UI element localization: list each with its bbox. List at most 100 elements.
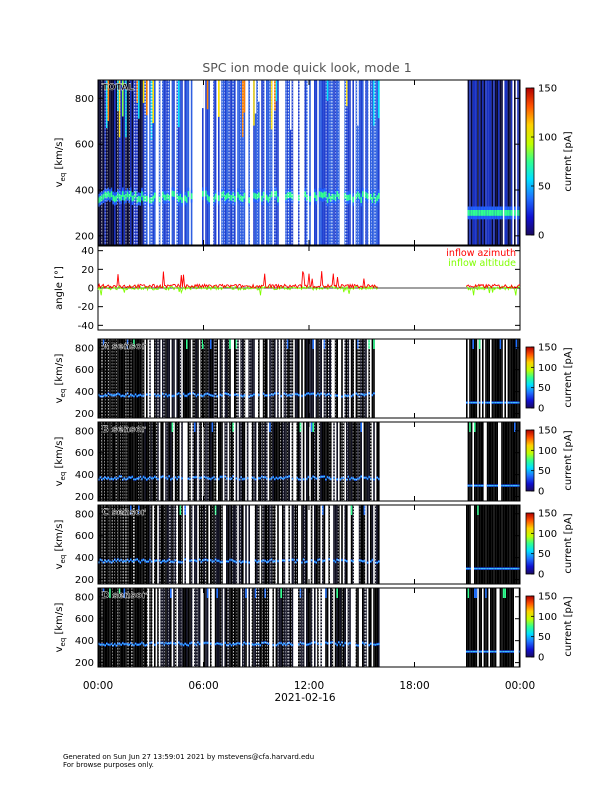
heatmap-column [507,588,510,667]
heatmap-beam-core [486,568,489,570]
heatmap-column [482,505,484,584]
heatmap-beam-core [491,651,494,653]
heatmap-beam-core [328,393,330,395]
heatmap-streak [322,505,324,515]
heatmap-beam-core [187,644,190,647]
heatmap-beam-core [163,560,166,562]
heatmap-beam-core [114,477,116,479]
colorbar-tick-label: 100 [538,363,557,374]
heatmap-streak [118,588,121,598]
heatmap-beam-core [467,651,470,653]
heatmap-beam-core [467,568,470,570]
heatmap-column [373,422,375,501]
heatmap-column [194,339,196,418]
heatmap-beam-core [507,485,510,487]
heatmap-beam-core [370,193,372,200]
heatmap-beam-core [298,478,300,480]
heatmap-beam-core [131,394,134,397]
heatmap-column [515,422,518,501]
heatmap-column [475,505,478,584]
heatmap-beam-core [186,644,188,646]
heatmap-column [251,588,254,667]
heatmap-column [128,422,130,501]
heatmap-beam-core [288,475,290,477]
heatmap-beam-core [362,393,364,395]
heatmap-beam-core [139,561,142,564]
heatmap-beam-core [120,475,122,478]
heatmap-beam-core [176,193,178,200]
heatmap-beam-core [218,478,220,480]
heatmap-column [109,80,111,245]
heatmap-beam-core [291,559,294,561]
heatmap-column [136,339,138,418]
heatmap-beam-core [165,477,167,479]
heatmap-column [317,505,319,584]
heatmap-beam-core [213,395,215,397]
heatmap-beam-core [230,478,233,480]
heatmap-column [198,588,201,667]
heatmap-beam-core [141,478,143,480]
heatmap-column [334,505,337,584]
heatmap-beam-core [506,485,508,487]
heatmap-column [168,422,170,501]
heatmap-beam-core [517,402,519,404]
heatmap-column [269,422,271,501]
heatmap-beam-core [470,402,473,404]
heatmap-column [360,422,362,501]
heatmap-column [376,80,378,245]
heatmap-beam-core [110,191,113,197]
heatmap-column [347,80,350,245]
heatmap-beam-core [178,561,180,563]
heatmap-beam-core [496,210,498,216]
heatmap-column [328,80,330,245]
y-axis-label: veq [km/s] [54,437,67,487]
heatmap-beam-core [347,476,350,478]
heatmap-column [499,505,502,584]
heatmap-column [378,422,380,501]
heatmap-beam-core [126,643,129,645]
heatmap-streak [178,80,180,128]
heatmap-column [187,339,190,418]
heatmap-beam-core [510,402,513,404]
heatmap-beam-core [506,210,508,216]
heatmap-column [368,422,370,501]
heatmap-column [282,588,284,667]
heatmap-beam-core [344,559,346,562]
heatmap-beam-core [352,561,354,563]
heatmap-column [478,422,481,501]
heatmap-beam-core [280,477,282,479]
heatmap-column [155,339,158,418]
heatmap-column [278,422,281,501]
heatmap-beam-core [270,477,273,479]
heatmap-column [154,422,156,501]
heatmap-column [490,422,492,501]
heatmap-column [262,505,265,584]
heatmap-beam-core [210,478,212,480]
heatmap-column [371,505,374,584]
heatmap-beam-core [490,210,492,216]
heatmap-column [261,80,263,245]
heatmap-column [365,588,367,667]
heatmap-beam-core [261,642,263,644]
heatmap-beam-core [266,478,268,480]
heatmap-column [512,339,514,418]
heatmap-beam-core [258,560,260,562]
colorbar-tick-label: 150 [538,426,557,437]
heatmap-column [158,339,161,418]
heatmap-column [194,505,196,584]
heatmap-beam-core [474,568,476,570]
heatmap-beam-core [288,192,290,198]
heatmap-beam-core [357,478,359,480]
heatmap-beam-core [317,559,319,561]
heatmap-column [202,80,204,245]
heatmap-column [485,80,487,245]
heatmap-column [514,422,516,501]
heatmap-beam-core [310,477,313,480]
heatmap-column [467,422,470,501]
heatmap-beam-core [142,559,145,561]
heatmap-column [163,80,166,245]
heatmap-beam-core [150,561,153,563]
heatmap-column [240,505,242,584]
heatmap-beam-core [328,477,330,479]
heatmap-column [370,80,372,245]
